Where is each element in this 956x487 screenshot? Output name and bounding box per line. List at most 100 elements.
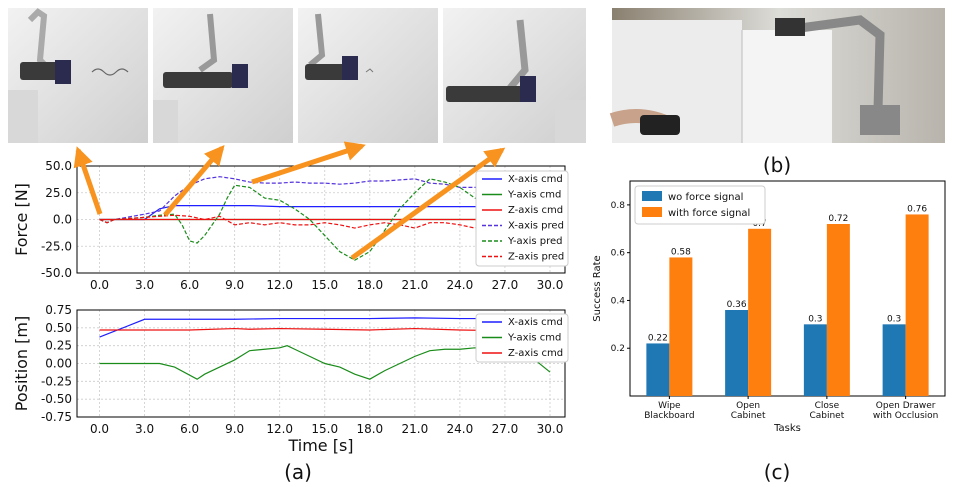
arrow-2 bbox=[163, 144, 225, 217]
x-tick-label: Open bbox=[736, 401, 760, 411]
y-tick-label: -0.25 bbox=[41, 374, 72, 388]
arrow-1 bbox=[73, 146, 103, 215]
photo-wipe-4 bbox=[443, 8, 586, 143]
y-axis-label: Force [N] bbox=[12, 183, 31, 256]
arrow-3 bbox=[251, 141, 366, 185]
x-tick-label: 12.0 bbox=[266, 278, 293, 292]
force-chart: 0.0 3.0 6.0 9.0 12.0 15.0 18.0 21.0 24.0 27.0 30.0… bbox=[12, 159, 569, 292]
legend-label: with force signal bbox=[668, 208, 750, 219]
x-tick-label: 24.0 bbox=[447, 278, 474, 292]
x-tick-label: Cabinet bbox=[731, 411, 766, 421]
legend-label: Y-axis pred bbox=[507, 236, 562, 247]
photo-wipe-2 bbox=[153, 8, 293, 143]
y-tick-label: 0.25 bbox=[45, 339, 72, 353]
legend-label: Z-axis cmd bbox=[508, 348, 563, 359]
y-tick-label: 0.4 bbox=[611, 296, 626, 306]
x-tick-label: 21.0 bbox=[401, 422, 428, 436]
legend-label: wo force signal bbox=[668, 192, 743, 203]
x-tick-label: 18.0 bbox=[356, 422, 383, 436]
bar bbox=[803, 324, 827, 396]
legend-label: X-axis pred bbox=[508, 221, 564, 232]
bar bbox=[905, 214, 929, 396]
y-tick-label: -25.0 bbox=[41, 239, 72, 253]
y-tick-label: 0.75 bbox=[45, 303, 72, 317]
x-axis-label: Time [s] bbox=[287, 436, 353, 455]
photo-teleop bbox=[609, 8, 945, 143]
x-tick-label: 9.0 bbox=[225, 422, 244, 436]
x-tick-label: 24.0 bbox=[447, 422, 474, 436]
legend-label: Y-axis cmd bbox=[507, 333, 561, 344]
legend-label: Z-axis cmd bbox=[508, 205, 563, 216]
bar bbox=[725, 310, 749, 396]
x-tick-label: 30.0 bbox=[537, 278, 564, 292]
x-tick-label: 3.0 bbox=[135, 422, 154, 436]
x-tick-label: 30.0 bbox=[537, 422, 564, 436]
arrow-annotations bbox=[73, 141, 506, 261]
x-axis-label: Tasks bbox=[773, 423, 801, 434]
x-tick-label: 21.0 bbox=[401, 278, 428, 292]
photo-wipe-1 bbox=[8, 8, 148, 143]
bar-value-label: 0.3 bbox=[887, 314, 901, 324]
y-axis-label: Position [m] bbox=[12, 316, 31, 411]
y-tick-label: 0.50 bbox=[45, 321, 72, 335]
legend-label: Z-axis pred bbox=[508, 252, 564, 263]
bar bbox=[882, 324, 906, 396]
photo-wipe-3 bbox=[298, 8, 438, 143]
x-tick-label: Close bbox=[815, 401, 840, 411]
x-tick-label: Cabinet bbox=[809, 411, 844, 421]
x-tick-label: 3.0 bbox=[135, 278, 154, 292]
arrow-4 bbox=[350, 147, 506, 261]
y-tick-label: 0.8 bbox=[611, 201, 626, 211]
legend-label: X-axis cmd bbox=[508, 317, 563, 328]
x-tick-label: with Occlusion bbox=[873, 411, 939, 421]
wipe-photo-strip bbox=[8, 8, 586, 143]
x-tick-label: Wipe bbox=[658, 401, 681, 411]
y-tick-label: 0.00 bbox=[45, 357, 72, 371]
bar bbox=[826, 224, 850, 396]
x-tick-label: 18.0 bbox=[356, 278, 383, 292]
x-tick-label: 0.0 bbox=[90, 278, 109, 292]
bar-value-label: 0.36 bbox=[727, 300, 747, 310]
bar bbox=[748, 228, 772, 396]
panel-label-a: (a) bbox=[284, 460, 312, 484]
x-tick-label: Open Drawer bbox=[876, 401, 936, 411]
y-tick-label: -0.50 bbox=[41, 392, 72, 406]
legend-label: X-axis cmd bbox=[508, 174, 563, 185]
series-line bbox=[99, 214, 551, 229]
x-tick-label: 12.0 bbox=[266, 422, 293, 436]
bar bbox=[646, 343, 670, 396]
x-tick-label: 6.0 bbox=[180, 422, 199, 436]
y-tick-label: 0.2 bbox=[611, 344, 625, 354]
y-tick-label: 0.0 bbox=[53, 213, 72, 227]
x-tick-label: 27.0 bbox=[492, 278, 519, 292]
y-tick-label: 25.0 bbox=[45, 186, 72, 200]
bar-value-label: 0.22 bbox=[648, 333, 668, 343]
plot-frame bbox=[629, 180, 946, 397]
x-tick-label: 6.0 bbox=[180, 278, 199, 292]
plot-frame bbox=[76, 309, 566, 418]
series-line bbox=[99, 176, 550, 224]
legend-box bbox=[634, 185, 766, 225]
x-tick-label: 27.0 bbox=[492, 422, 519, 436]
y-tick-label: 0.6 bbox=[611, 249, 626, 259]
bar bbox=[669, 257, 693, 396]
bar-value-label: 0.3 bbox=[808, 314, 822, 324]
panel-label-b: (b) bbox=[763, 153, 791, 177]
y-tick-label: -50.0 bbox=[41, 266, 72, 280]
y-axis-label: Success Rate bbox=[592, 255, 603, 321]
x-tick-label: Blackboard bbox=[644, 411, 694, 421]
series-line bbox=[99, 327, 550, 332]
y-tick-label: -0.75 bbox=[41, 410, 72, 424]
panel-label-c: (c) bbox=[764, 460, 791, 484]
x-tick-label: 9.0 bbox=[225, 278, 244, 292]
position-chart: 0.0 3.0 6.0 9.0 12.0 15.0 18.0 21.0 24.0 27.0 30.0… bbox=[12, 303, 569, 455]
legend-box bbox=[475, 313, 569, 363]
x-tick-label: 0.0 bbox=[90, 422, 109, 436]
y-tick-label: 50.0 bbox=[45, 159, 72, 173]
series-line bbox=[99, 178, 551, 261]
x-tick-label: 15.0 bbox=[311, 422, 338, 436]
legend-swatch bbox=[642, 207, 662, 217]
x-tick-label: 15.0 bbox=[311, 278, 338, 292]
